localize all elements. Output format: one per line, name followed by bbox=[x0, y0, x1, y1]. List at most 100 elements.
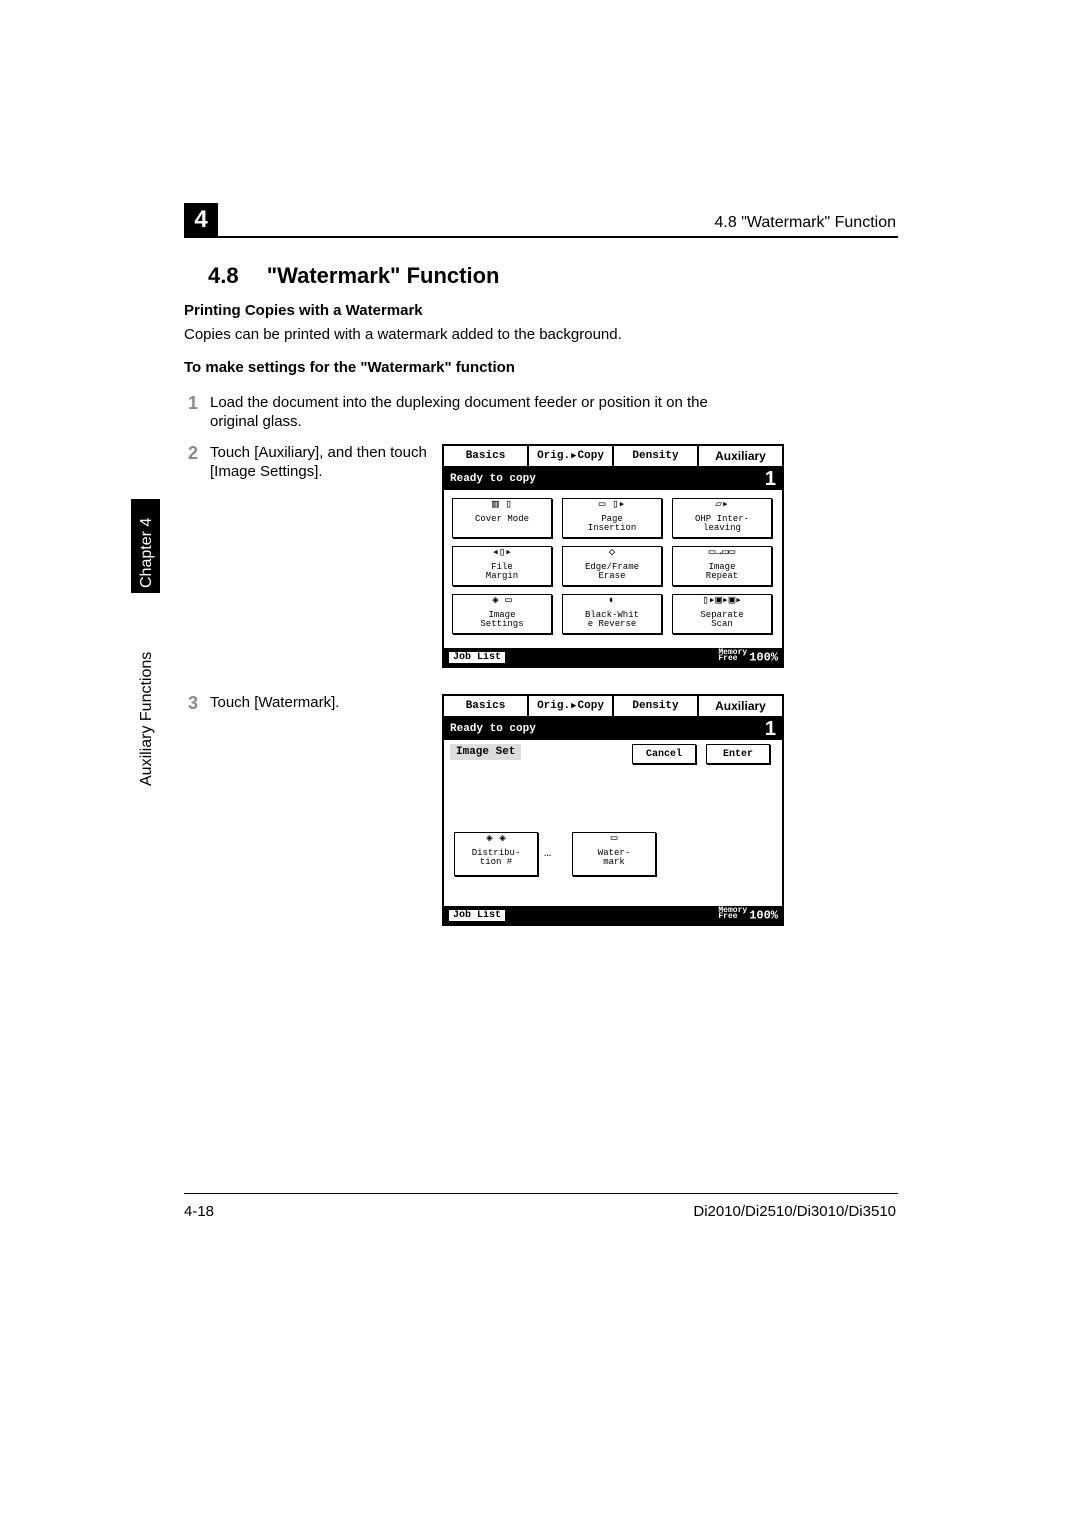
triangle-icon: ▶ bbox=[571, 701, 576, 711]
lcd-tab-origcopy[interactable]: Orig.▶Copy bbox=[529, 446, 614, 466]
image-repeat-icon: ▭→▭▭ bbox=[673, 548, 771, 562]
lcd-tab-auxiliary-label: Auxiliary bbox=[715, 449, 766, 463]
lcd1-content: ▥ ▯Cover Mode ▭ ▯▸PageInsertion ▱▸OHP In… bbox=[444, 490, 782, 648]
chapter-number-box: 4 bbox=[184, 203, 218, 237]
triangle-icon: ▶ bbox=[571, 451, 576, 461]
page: 4 4.8 "Watermark" Function 4.8 "Watermar… bbox=[0, 0, 1080, 1528]
cancel-button[interactable]: Cancel bbox=[632, 744, 696, 764]
enter-button[interactable]: Enter bbox=[706, 744, 770, 764]
step-2-number: 2 bbox=[188, 443, 198, 464]
separate-scan-icon: ▯▸▣▸▣▸ bbox=[673, 596, 771, 610]
softbtn-watermark[interactable]: ▭Water-mark bbox=[572, 832, 656, 876]
lcd2-tab-basics-label: Basics bbox=[466, 700, 506, 712]
step-3-number: 3 bbox=[188, 693, 198, 714]
subheading-printing: Printing Copies with a Watermark bbox=[184, 302, 423, 319]
softbtn-page-insertion[interactable]: ▭ ▯▸PageInsertion bbox=[562, 498, 662, 538]
edge-erase-icon: ◇ bbox=[563, 548, 661, 562]
softbtn-bw-reverse[interactable]: ◐Black-White Reverse bbox=[562, 594, 662, 634]
lcd2-tab-orig-label: Orig. bbox=[537, 700, 570, 712]
softbtn-image-settings[interactable]: ◈ ▭ImageSettings bbox=[452, 594, 552, 634]
lcd1-status-text: Ready to copy bbox=[450, 473, 536, 485]
softbtn-bw-reverse-label: Black-White Reverse bbox=[585, 610, 639, 629]
softbtn-cover-mode-label: Cover Mode bbox=[475, 514, 529, 524]
softbtn-watermark-label: Water-mark bbox=[598, 848, 630, 867]
section-number: 4.8 bbox=[208, 263, 239, 288]
lcd2-tab-density[interactable]: Density bbox=[614, 696, 699, 716]
watermark-icon: ▭ bbox=[573, 834, 655, 848]
lcd2-tab-auxiliary[interactable]: Auxiliary bbox=[699, 696, 782, 716]
running-head: 4.8 "Watermark" Function bbox=[715, 214, 897, 232]
lcd1-copy-count: 1 bbox=[765, 468, 776, 491]
cancel-button-label: Cancel bbox=[646, 749, 682, 760]
lcd-tab-auxiliary[interactable]: Auxiliary bbox=[699, 446, 782, 466]
softbtn-cover-mode[interactable]: ▥ ▯Cover Mode bbox=[452, 498, 552, 538]
distribution-icon: ◈ ◈ bbox=[455, 834, 537, 848]
section-title: 4.8 "Watermark" Function bbox=[208, 263, 499, 289]
page-insertion-icon: ▭ ▯▸ bbox=[563, 500, 661, 514]
softbtn-separate-scan-label: SeparateScan bbox=[700, 610, 743, 629]
softbtn-image-repeat-label: ImageRepeat bbox=[706, 562, 738, 581]
cover-mode-icon: ▥ ▯ bbox=[453, 500, 551, 514]
body-printing: Copies can be printed with a watermark a… bbox=[184, 326, 622, 343]
softbtn-ohp-interleaving[interactable]: ▱▸OHP Inter-leaving bbox=[672, 498, 772, 538]
softbtn-file-margin[interactable]: ◂▯▸FileMargin bbox=[452, 546, 552, 586]
lcd2-memory-indicator: MemoryFree100% bbox=[718, 908, 778, 922]
step-3-text: Touch [Watermark]. bbox=[210, 694, 339, 711]
step-1-text: Load the document into the duplexing doc… bbox=[210, 394, 750, 432]
lcd2-job-list-button[interactable]: Job List bbox=[448, 909, 506, 922]
lcd-tab-basics-label: Basics bbox=[466, 450, 506, 462]
lcd2-footer: Job List MemoryFree100% bbox=[444, 906, 782, 924]
lcd-auxiliary-screen: Basics Orig.▶Copy Density Auxiliary Read… bbox=[442, 444, 784, 668]
enter-button-label: Enter bbox=[723, 749, 753, 760]
chapter-number: 4 bbox=[194, 206, 207, 234]
lcd2-tab-basics[interactable]: Basics bbox=[444, 696, 529, 716]
lcd-image-set-screen: Basics Orig.▶Copy Density Auxiliary Read… bbox=[442, 694, 784, 926]
lcd-tab-density[interactable]: Density bbox=[614, 446, 699, 466]
ellipsis-icon: … bbox=[544, 846, 551, 860]
footer-page-number: 4-18 bbox=[184, 1203, 214, 1220]
lcd1-mem-pct: 100% bbox=[749, 650, 778, 664]
step-2-text: Touch [Auxiliary], and then touch [Image… bbox=[210, 444, 430, 482]
bw-reverse-icon: ◐ bbox=[563, 596, 661, 610]
lcd2-copy-count: 1 bbox=[765, 718, 776, 741]
lcd2-tab-density-label: Density bbox=[632, 700, 678, 712]
softbtn-file-margin-label: FileMargin bbox=[486, 562, 518, 581]
step-1-number: 1 bbox=[188, 393, 198, 414]
lcd2-tab-origcopy[interactable]: Orig.▶Copy bbox=[529, 696, 614, 716]
lcd2-heading: Image Set bbox=[450, 744, 521, 760]
lcd2-tabs: Basics Orig.▶Copy Density Auxiliary bbox=[444, 696, 782, 718]
header-rule bbox=[184, 236, 898, 238]
lcd-tab-copy-label: Copy bbox=[578, 450, 604, 462]
side-tab: Chapter 4 Auxiliary Functions bbox=[131, 499, 160, 789]
lcd2-statusbar: Ready to copy 1 bbox=[444, 718, 782, 740]
lcd-tab-density-label: Density bbox=[632, 450, 678, 462]
lcd1-tabs: Basics Orig.▶Copy Density Auxiliary bbox=[444, 446, 782, 468]
lcd-tab-orig-label: Orig. bbox=[537, 450, 570, 462]
lcd2-content: Image Set Cancel Enter ◈ ◈Distribu-tion … bbox=[444, 740, 782, 906]
softbtn-edge-erase-label: Edge/FrameErase bbox=[585, 562, 639, 581]
softbtn-distribution[interactable]: ◈ ◈Distribu-tion # bbox=[454, 832, 538, 876]
side-tab-chapter-name: Auxiliary Functions bbox=[138, 652, 156, 786]
lcd1-memory-indicator: MemoryFree100% bbox=[718, 650, 778, 664]
lcd2-tab-copy-label: Copy bbox=[578, 700, 604, 712]
lcd2-status-text: Ready to copy bbox=[450, 723, 536, 735]
lcd-tab-basics[interactable]: Basics bbox=[444, 446, 529, 466]
softbtn-image-settings-label: ImageSettings bbox=[480, 610, 523, 629]
lcd2-mem-pct: 100% bbox=[749, 908, 778, 922]
lcd1-mem-label-b: Free bbox=[718, 654, 737, 663]
lcd2-tab-auxiliary-label: Auxiliary bbox=[715, 699, 766, 713]
lcd1-job-list-button[interactable]: Job List bbox=[448, 651, 506, 664]
section-title-text: "Watermark" Function bbox=[267, 263, 500, 288]
softbtn-image-repeat[interactable]: ▭→▭▭ImageRepeat bbox=[672, 546, 772, 586]
softbtn-separate-scan[interactable]: ▯▸▣▸▣▸SeparateScan bbox=[672, 594, 772, 634]
softbtn-distribution-label: Distribu-tion # bbox=[472, 848, 521, 867]
lcd1-footer: Job List MemoryFree100% bbox=[444, 648, 782, 666]
footer-rule bbox=[184, 1193, 898, 1194]
subheading-procedure: To make settings for the "Watermark" fun… bbox=[184, 359, 515, 376]
softbtn-page-insertion-label: PageInsertion bbox=[588, 514, 637, 533]
image-settings-icon: ◈ ▭ bbox=[453, 596, 551, 610]
footer-models: Di2010/Di2510/Di3010/Di3510 bbox=[693, 1203, 896, 1220]
file-margin-icon: ◂▯▸ bbox=[453, 548, 551, 562]
softbtn-edge-frame-erase[interactable]: ◇Edge/FrameErase bbox=[562, 546, 662, 586]
softbtn-ohp-label: OHP Inter-leaving bbox=[695, 514, 749, 533]
